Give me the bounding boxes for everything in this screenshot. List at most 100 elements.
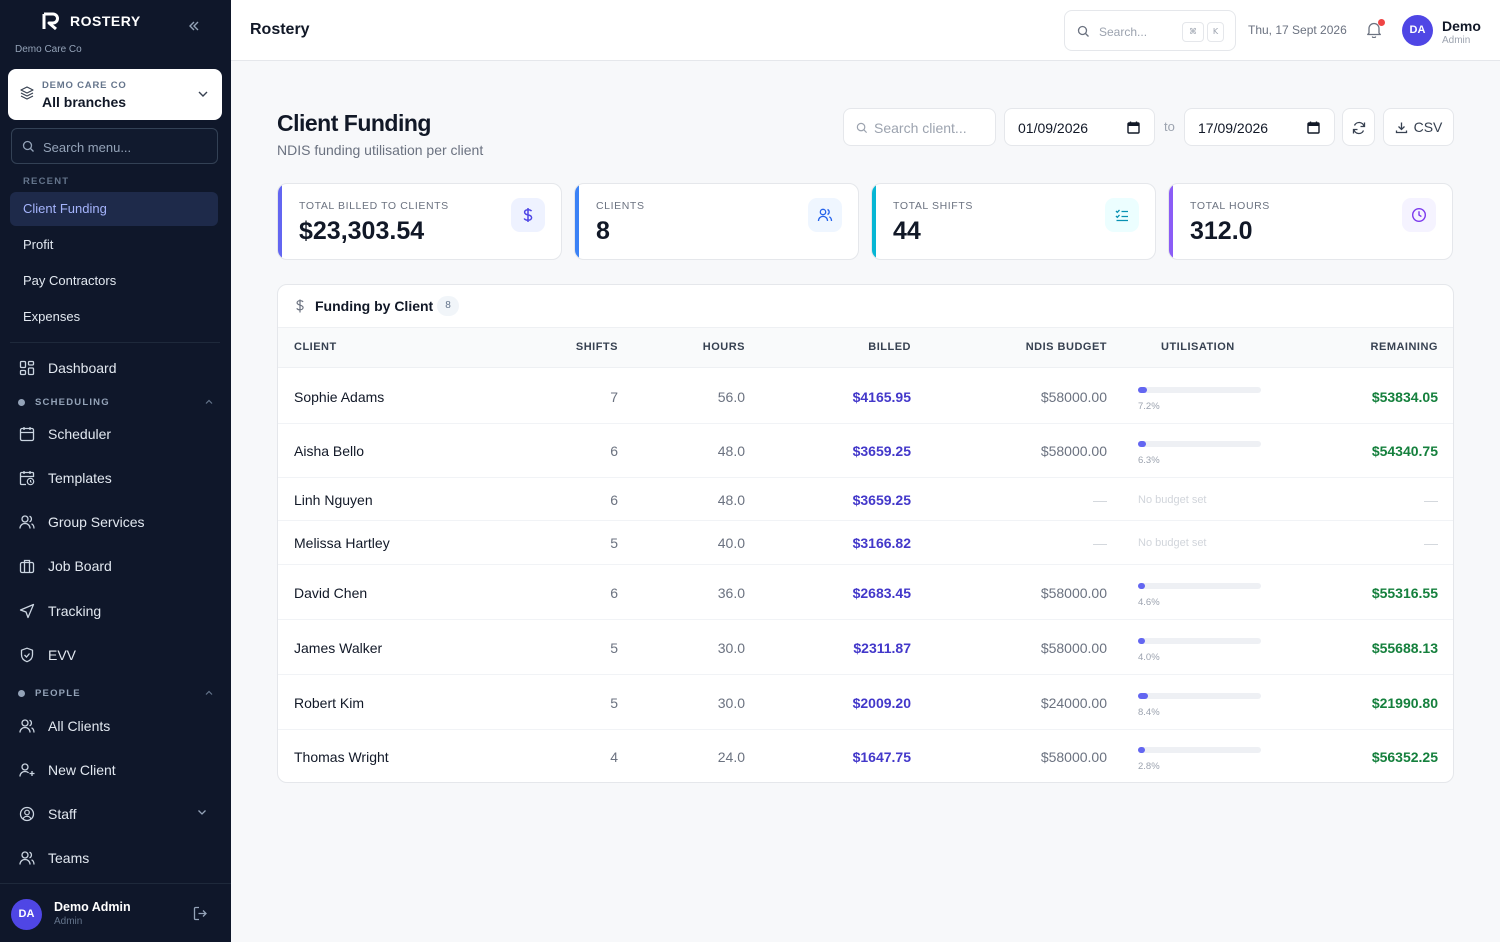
nav-label: Templates [48,470,112,486]
menu-search [11,128,218,164]
logo[interactable]: ROSTERY [42,12,141,30]
nav-new-client[interactable]: New Client [18,755,218,785]
page-subtitle: NDIS funding utilisation per client [277,142,484,158]
table-row[interactable]: James Walker 5 30.0 $2311.87 $58000.00 $55688… [278,620,1453,675]
remaining-value: $53834.05 [1371,389,1438,405]
col-ndis-budget[interactable]: NDIS BUDGET [1025,341,1107,353]
nav-dashboard[interactable]: Dashboard [18,353,218,383]
progress-track [1138,747,1261,753]
group-people[interactable]: PEOPLE [18,685,214,701]
table-row[interactable]: Aisha Bello 6 48.0 $3659.25 $58000.00 $54340.… [278,423,1453,478]
recent-item-expenses[interactable]: Expenses [23,309,81,324]
nav-job-board[interactable]: Job Board [18,551,218,581]
layers-icon [20,86,34,100]
table-row[interactable]: Linh Nguyen 6 48.0 $3659.25 — — No budget set [278,478,1453,521]
client-name: Sophie Adams [294,389,385,405]
nav-staff[interactable]: Staff [18,799,218,829]
utilisation-percent: 8.4% [1138,707,1160,718]
budget-value: $58000.00 [1040,389,1107,405]
hours-value: 56.0 [717,389,745,405]
budget-empty-dash: — [1093,535,1107,551]
users-icon [18,513,36,531]
billed-value: $2009.20 [852,695,911,711]
current-date: Thu, 17 Sept 2026 [1248,23,1347,37]
group-dot [18,689,25,697]
col-client[interactable]: CLIENT [294,341,337,353]
csv-export-button[interactable]: CSV [1383,108,1454,146]
nav-templates[interactable]: Templates [18,463,218,493]
shortcut-key: K [1207,22,1224,42]
funding-table-card: Funding by Client 8 CLIENT SHIFTS HOURS … [277,284,1454,783]
clock-icon [1402,198,1436,232]
col-billed[interactable]: BILLED [868,341,911,353]
col-hours[interactable]: HOURS [702,341,745,353]
progress-fill [1138,638,1145,644]
chevron-up-icon [204,688,214,698]
billed-value: $3659.25 [852,443,911,459]
col-utilisation[interactable]: UTILISATION [1161,341,1235,353]
group-scheduling[interactable]: SCHEDULING [18,394,214,410]
stat-label: TOTAL SHIFTS [893,200,973,212]
utilisation-percent: 4.0% [1138,652,1160,663]
billed-value: $2311.87 [853,640,911,656]
menu-search-input[interactable] [43,137,211,157]
user-circle-icon [18,805,36,823]
global-search-input[interactable] [1099,23,1177,40]
user-plus-icon [18,761,36,779]
date-to-input[interactable]: 17/09/2026 [1184,108,1335,146]
table-row[interactable]: Melissa Hartley 5 40.0 $3166.82 — — No budget … [278,521,1453,565]
notifications-button[interactable] [1366,19,1385,38]
sidebar: ROSTERY Demo Care Co DEMO CARE CO All br… [0,0,231,942]
user-role: Admin [54,916,83,927]
table-row[interactable]: Thomas Wright 4 24.0 $1647.75 $58000.00 $5635… [278,730,1453,782]
hours-value: 48.0 [717,443,745,459]
hours-value: 30.0 [717,695,745,711]
nav-group-services[interactable]: Group Services [18,507,218,537]
refresh-button[interactable] [1342,108,1375,146]
card-accent [575,184,579,259]
recent-item-profit[interactable]: Profit [23,237,54,252]
budget-value: $58000.00 [1040,585,1107,601]
shifts-value: 7 [610,389,618,405]
recent-item-pay-contractors[interactable]: Pay Contractors [23,273,117,288]
recent-item-client-funding[interactable]: Client Funding [10,192,218,226]
count-badge: 8 [437,296,459,316]
collapse-sidebar-button[interactable] [188,20,200,32]
table-row[interactable]: David Chen 6 36.0 $2683.45 $58000.00 $55316.5… [278,565,1453,620]
page-title: Client Funding [277,110,431,136]
org-subtitle: Demo Care Co [15,44,82,55]
budget-value: $24000.00 [1040,695,1107,711]
progress-track [1138,387,1261,393]
avatar[interactable]: DA [11,899,42,930]
hours-value: 48.0 [717,492,745,508]
utilisation-percent: 4.6% [1138,597,1160,608]
table-row[interactable]: Sophie Adams 7 56.0 $4165.95 $58000.00 $53834… [278,369,1453,424]
stat-card-clients: CLIENTS 8 [574,183,859,260]
nav-all-clients[interactable]: All Clients [18,711,218,741]
remaining-value: $55688.13 [1371,640,1438,656]
branch-org-label: DEMO CARE CO [42,80,127,91]
client-search-input[interactable] [874,119,989,137]
briefcase-icon [18,557,36,575]
col-remaining[interactable]: REMAINING [1370,341,1438,353]
client-name: Melissa Hartley [294,535,390,551]
table-row[interactable]: Robert Kim 5 30.0 $2009.20 $24000.00 $21990.8… [278,675,1453,730]
avatar[interactable]: DA [1402,15,1433,46]
date-from-input[interactable]: 01/09/2026 [1004,108,1155,146]
shifts-value: 5 [610,640,618,656]
remaining-value: $21990.80 [1371,695,1438,711]
logout-icon[interactable] [193,906,208,921]
stat-value: 44 [893,217,921,245]
table-header: Funding by Client 8 [278,285,1453,328]
shifts-value: 6 [610,443,618,459]
users-icon [18,717,36,735]
stat-label: TOTAL HOURS [1190,200,1270,212]
branch-value: All branches [42,94,127,110]
branch-selector[interactable]: DEMO CARE CO All branches [8,69,222,120]
col-shifts[interactable]: SHIFTS [575,341,618,353]
nav-teams[interactable]: Teams [18,843,218,873]
nav-evv[interactable]: EVV [18,640,218,670]
nav-scheduler[interactable]: Scheduler [18,419,218,449]
nav-tracking[interactable]: Tracking [18,596,218,626]
hours-value: 24.0 [717,749,745,765]
